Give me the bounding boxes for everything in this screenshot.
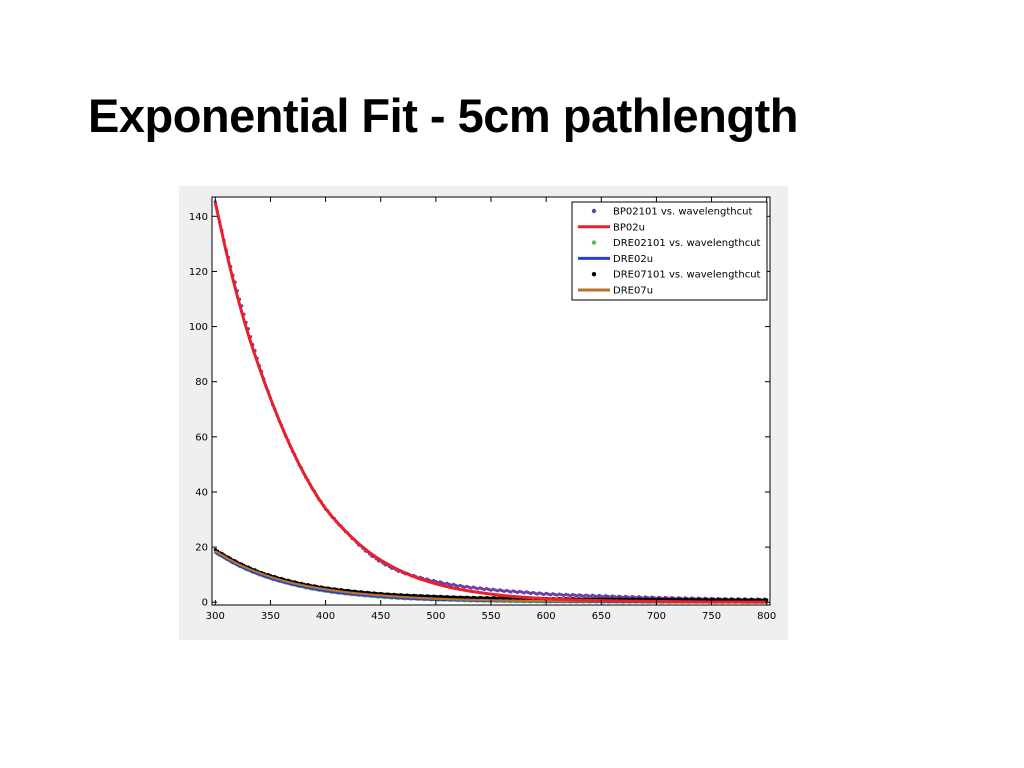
y-tick-label: 40 (195, 487, 208, 498)
legend-label: DRE02101 vs. wavelengthcut (613, 238, 761, 249)
series-line (213, 202, 768, 604)
legend-label: BP02u (613, 222, 645, 233)
legend-entry: DRE02u (578, 254, 653, 265)
y-tick-label: 120 (189, 267, 208, 278)
legend-label: DRE07101 vs. wavelengthcut (613, 270, 761, 281)
x-tick-label: 800 (757, 611, 776, 622)
x-tick-label: 550 (481, 611, 500, 622)
x-tick-label: 750 (702, 611, 721, 622)
legend-entry: DRE07101 vs. wavelengthcut (591, 270, 761, 281)
legend-label: DRE07u (613, 286, 653, 297)
legend-entry: BP02101 vs. wavelengthcut (591, 207, 752, 218)
series-1 (213, 202, 768, 604)
x-tick-label: 400 (316, 611, 335, 622)
x-tick-label: 600 (537, 611, 556, 622)
legend-marker (591, 208, 597, 214)
legend-marker (591, 272, 597, 277)
y-tick-label: 140 (189, 212, 208, 223)
legend-marker (591, 240, 597, 245)
legend-entry: BP02u (578, 222, 645, 233)
series-layer (213, 200, 769, 604)
legend: BP02101 vs. wavelengthcut BP02u DRE02101 v… (571, 201, 768, 301)
legend-entry: DRE02101 vs. wavelengthcut (591, 238, 761, 249)
axis-layer: 300 350 400 450 500 550 600 650 700 750 800 0 20 40 60… (189, 197, 776, 622)
legend-label: BP02101 vs. wavelengthcut (613, 207, 752, 218)
chart: 300 350 400 450 500 550 600 650 700 750 800 0 20 40 60… (189, 196, 776, 622)
y-tick-label: 80 (195, 377, 208, 388)
x-tick-label: 350 (261, 611, 280, 622)
figure-panel: 300 350 400 450 500 550 600 650 700 750 800 0 20 40 60… (179, 186, 788, 640)
x-tick-label: 450 (371, 611, 390, 622)
y-tick-label: 100 (189, 322, 208, 333)
y-tick-label: 0 (202, 598, 208, 609)
legend-label: DRE02u (613, 254, 653, 265)
y-tick-label: 20 (195, 543, 208, 554)
x-tick-label: 700 (647, 611, 666, 622)
x-tick-label: 650 (592, 611, 611, 622)
legend-box (571, 201, 768, 301)
x-tick-label: 500 (426, 611, 445, 622)
y-tick-label: 60 (195, 432, 208, 443)
x-tick-label: 300 (206, 611, 225, 622)
legend-entry: DRE07u (578, 286, 653, 297)
slide-title: Exponential Fit - 5cm pathlength (88, 89, 798, 142)
